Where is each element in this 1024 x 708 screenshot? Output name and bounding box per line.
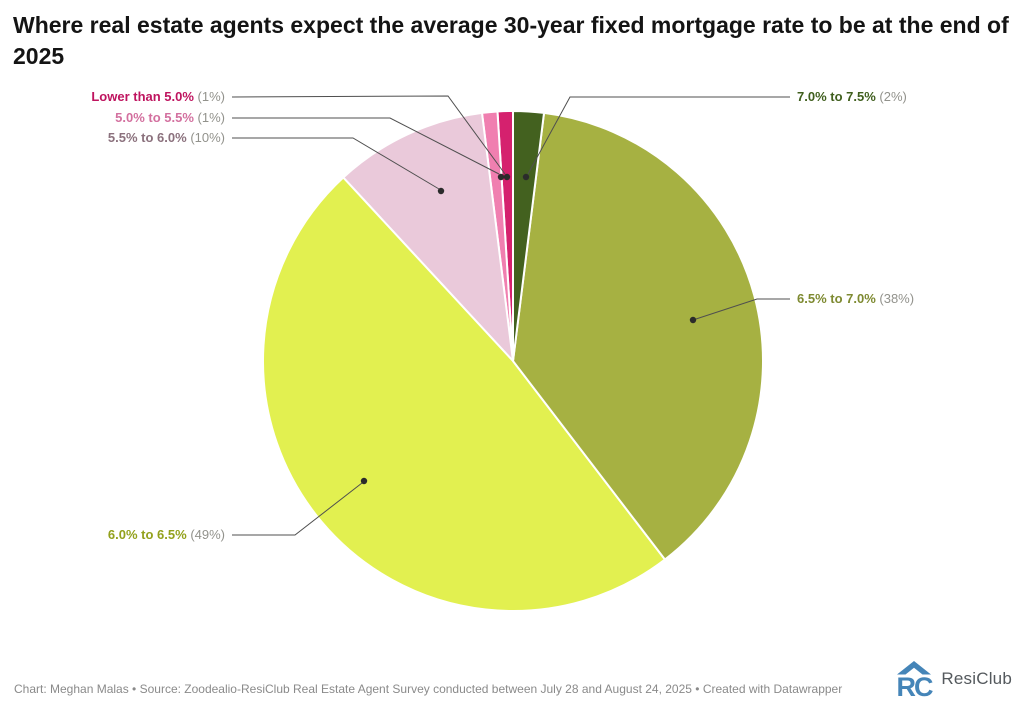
slice-label-7-0-7-5: 7.0% to 7.5% (2%) (797, 88, 907, 105)
pie-slices-group (262, 109, 764, 612)
slice-label-5-0-5-5: 5.0% to 5.5% (1%) (115, 109, 225, 126)
slice-value-text: (38%) (879, 291, 915, 306)
pie-slice-5[interactable] (512, 109, 546, 362)
slice-value-text: (1%) (197, 89, 225, 104)
callout-dot-6-0-6-5 (360, 477, 368, 485)
slice-value-text: (1%) (197, 110, 225, 125)
callout-dot-5-0-5-5 (497, 173, 505, 181)
resiclub-logo[interactable]: RC ResiClub (894, 657, 1012, 701)
callout-line-7-0-7-5 (527, 96, 790, 175)
slice-label-5-5-6-0: 5.5% to 6.0% (10%) (108, 129, 225, 146)
callout-dot-6-5-7-0 (689, 316, 697, 324)
callout-line-lower-5 (231, 95, 506, 175)
slice-value-text: (10%) (190, 130, 225, 145)
callout-line-6-0-6-5 (232, 482, 363, 536)
slice-label-text: 6.5% to 7.0% (797, 291, 876, 306)
slice-label-text: 5.5% to 6.0% (107, 130, 187, 145)
slice-label-6-0-6-5: 6.0% to 6.5% (49%) (108, 526, 225, 543)
slice-value-text: (2%) (879, 89, 907, 104)
slice-label-6-5-7-0: 6.5% to 7.0% (38%) (797, 290, 914, 307)
pie-slice-4[interactable] (511, 111, 764, 561)
slice-label-text: 6.0% to 6.5% (107, 527, 187, 542)
callout-line-5-0-5-5 (232, 117, 500, 175)
pie-slice-3[interactable] (262, 176, 667, 612)
chart-credit: Chart: Meghan Malas • Source: Zoodealio-… (14, 682, 843, 696)
pie-slice-2[interactable] (341, 111, 515, 364)
callout-dot-5-5-6-0 (437, 187, 445, 195)
slice-label-text: Lower than 5.0% (91, 89, 194, 104)
slice-value-text: (49%) (190, 527, 225, 542)
resiclub-logo-text: ResiClub (941, 669, 1012, 688)
callout-line-5-5-6-0 (232, 137, 440, 190)
callout-line-6-5-7-0 (695, 298, 790, 320)
slice-label-text: 7.0% to 7.5% (797, 89, 876, 104)
svg-text:RC: RC (897, 672, 933, 699)
callout-dot-7-0-7-5 (522, 173, 530, 181)
resiclub-house-icon: RC (897, 661, 934, 699)
chart-title: Where real estate agents expect the aver… (13, 12, 1009, 69)
callout-dot-lower-5 (503, 173, 511, 181)
slice-label-lower-5: Lower than 5.0% (1%) (91, 88, 225, 105)
slice-label-text: 5.0% to 5.5% (115, 110, 194, 125)
